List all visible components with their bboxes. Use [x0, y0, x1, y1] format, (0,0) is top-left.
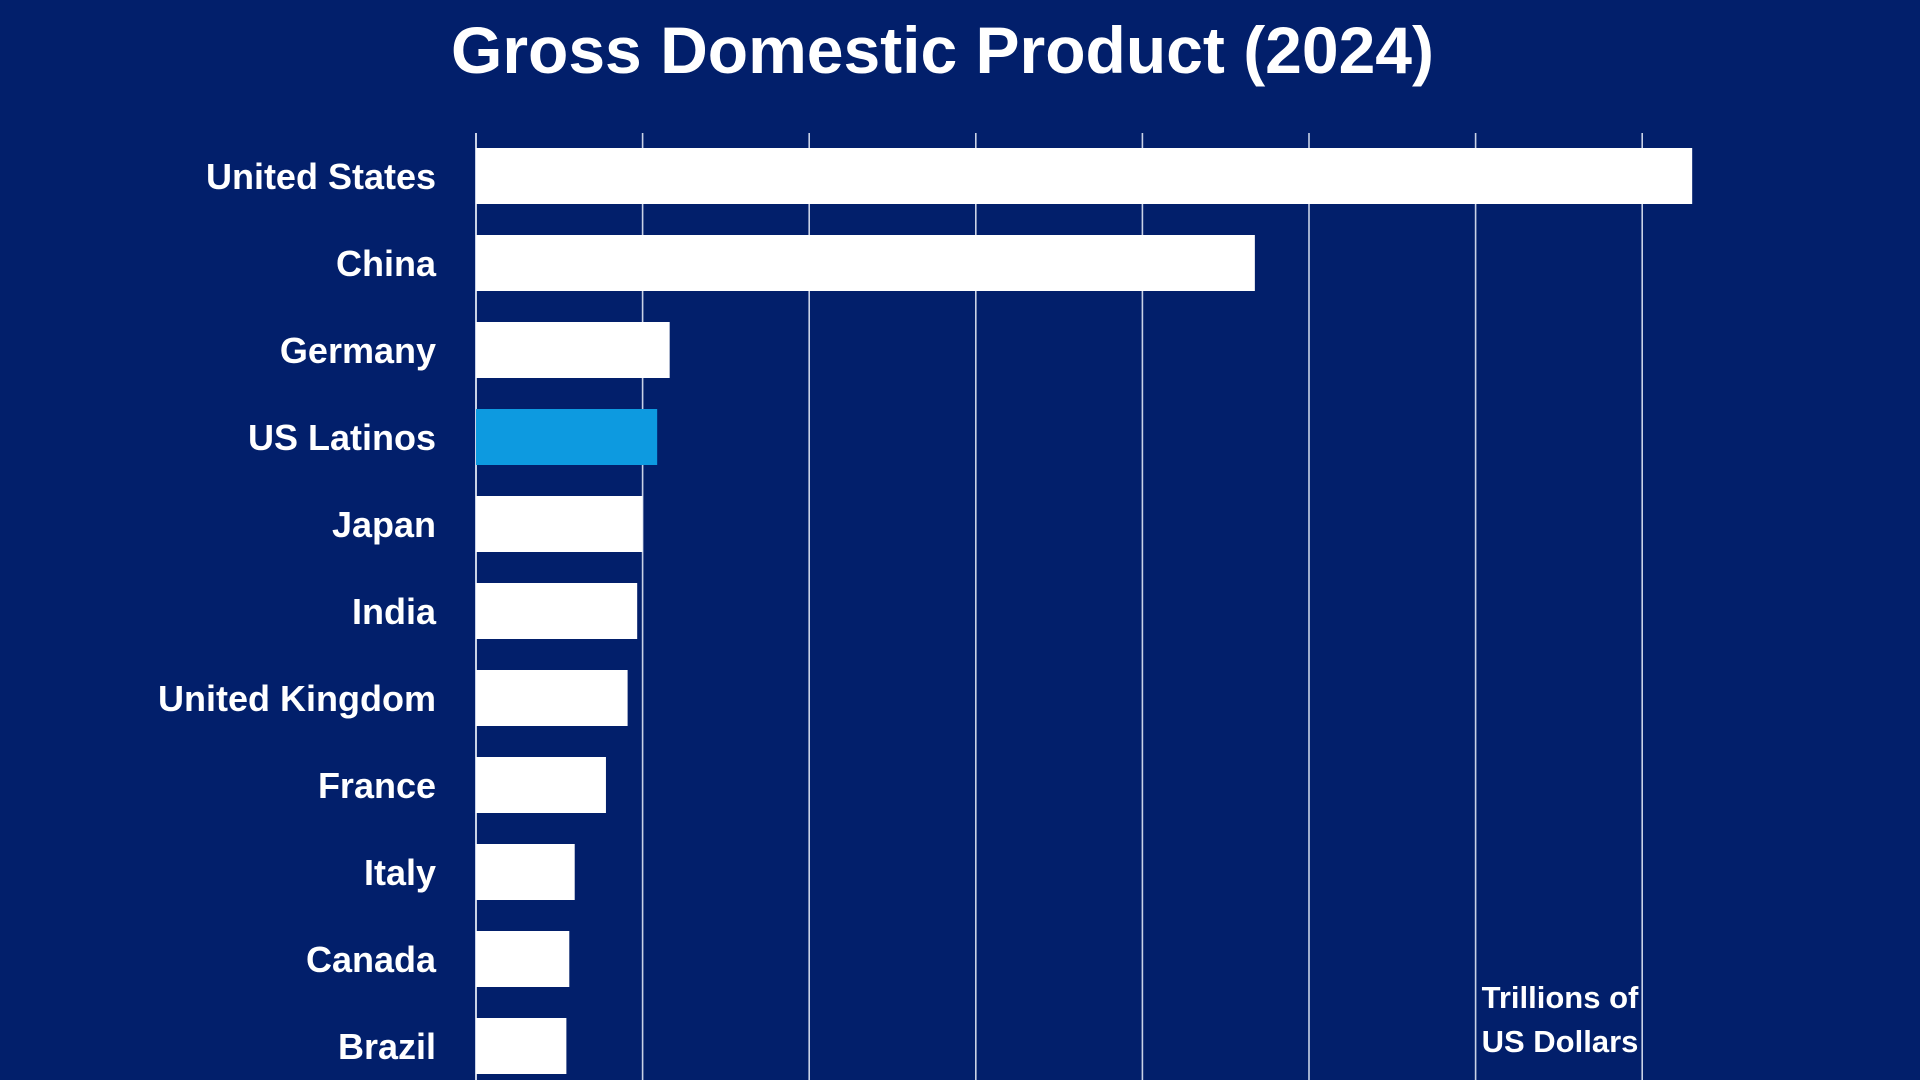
- bar-india: [476, 583, 638, 639]
- bar-france: [476, 757, 606, 813]
- bar-japan: [476, 496, 643, 552]
- category-label: Italy: [364, 852, 436, 893]
- chart-title: Gross Domestic Product (2024): [451, 13, 1434, 87]
- category-label: China: [336, 243, 437, 284]
- category-label: United Kingdom: [158, 678, 436, 719]
- category-label: Japan: [332, 504, 436, 545]
- bar-united-states: [476, 148, 1693, 204]
- bar-china: [476, 235, 1255, 291]
- category-label: Brazil: [338, 1026, 436, 1067]
- bar-italy: [476, 844, 575, 900]
- bars: [476, 148, 1693, 1074]
- category-label: France: [318, 765, 436, 806]
- category-labels: United States China Germany US Latinos Japan…: [158, 156, 437, 1067]
- bar-brazil: [476, 1018, 567, 1074]
- bar-canada: [476, 931, 570, 987]
- bar-germany: [476, 322, 670, 378]
- category-label: India: [352, 591, 437, 632]
- bar-us-latinos: [476, 409, 658, 465]
- category-label: Canada: [306, 939, 437, 980]
- unit-label-line-2: US Dollars: [1482, 1024, 1639, 1059]
- unit-label-line-1: Trillions of: [1482, 980, 1639, 1015]
- bar-united-kingdom: [476, 670, 628, 726]
- category-label: United States: [206, 156, 436, 197]
- category-label: US Latinos: [248, 417, 436, 458]
- category-label: Germany: [280, 330, 436, 371]
